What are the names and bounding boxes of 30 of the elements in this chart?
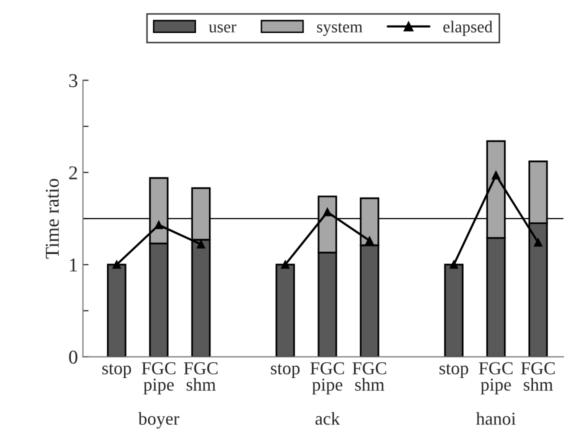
y-tick-label: 0 <box>69 350 78 364</box>
point <box>323 208 332 216</box>
legend-label: elapsed <box>443 20 492 36</box>
x-tick-label: FGC pipe <box>142 362 176 394</box>
x-tick-label: FGC shm <box>352 362 386 391</box>
y-axis-title: Time ratio <box>46 178 59 259</box>
point <box>450 260 458 269</box>
x-tick-label: FGC shm <box>521 362 555 391</box>
text: hanoi <box>476 412 516 425</box>
point <box>196 240 206 249</box>
y-tick-label: 3 <box>69 74 78 88</box>
y-tick-label: 2 <box>69 166 78 180</box>
x-tick-label: FGC pipe <box>310 362 344 394</box>
bar <box>444 264 464 357</box>
legend-label: user <box>208 24 236 32</box>
x-tick-label: stop <box>440 364 468 378</box>
x-tick-label: FGC pipe <box>478 362 513 394</box>
point <box>492 171 500 180</box>
x-tick-label: FGC shm <box>184 362 218 391</box>
text: ack <box>316 412 340 425</box>
point <box>112 260 121 269</box>
x-tick-label: stop <box>270 364 300 378</box>
x-tick-label: stop <box>102 364 131 378</box>
point <box>154 220 163 230</box>
legend-label: system <box>317 22 362 36</box>
point <box>281 260 290 269</box>
point <box>365 236 374 245</box>
y-tick-label: 1 <box>70 258 77 272</box>
point <box>534 238 542 247</box>
text: boyer <box>138 412 180 429</box>
